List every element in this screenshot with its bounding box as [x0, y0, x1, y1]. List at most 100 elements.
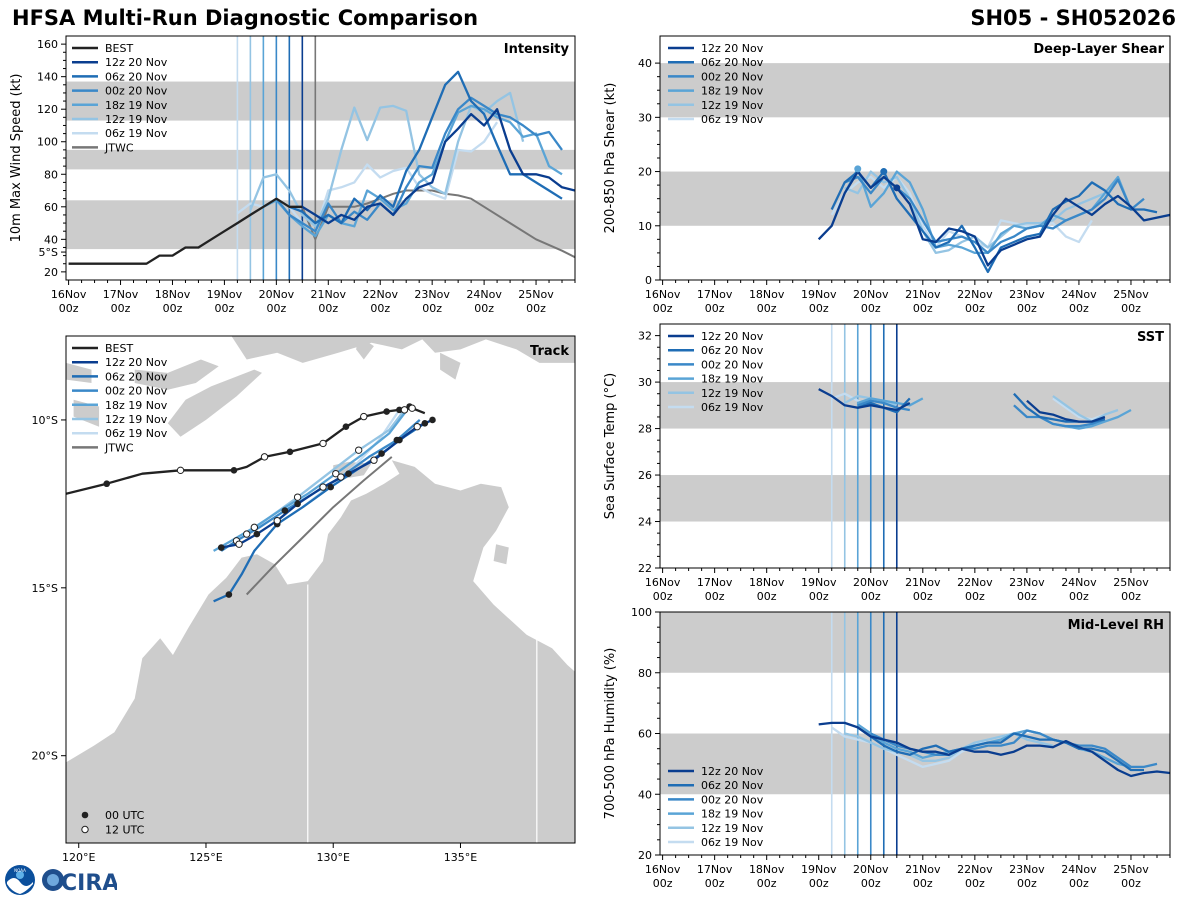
- sst-ytick-label: 22: [638, 562, 652, 575]
- shear-band-1: [660, 63, 1170, 118]
- track-point-00utc: [327, 483, 334, 491]
- intensity-ytick-label: 120: [37, 103, 58, 116]
- australia-landmass: [66, 460, 575, 843]
- sst-legend-label: 12z 19 Nov: [701, 387, 764, 400]
- track-xtick-label: 130°E: [316, 851, 349, 864]
- sst-xtick-label: 25Nov: [1113, 576, 1149, 589]
- shear-xtick-label-hour: 00z: [809, 302, 829, 315]
- track-point-12utc: [293, 493, 302, 501]
- intensity-series-line: [275, 96, 563, 233]
- shear-xtick-label: 19Nov: [801, 288, 837, 301]
- page-title: HFSA Multi-Run Diagnostic Comparison: [12, 6, 479, 30]
- track-point-12utc: [400, 406, 409, 414]
- track-panel: 120°E 125°E 130°E 135°E 5°S 10°S 15°S 20°S Track…: [32, 246, 576, 864]
- track-xtick-label: 135°E: [444, 851, 477, 864]
- rh-ytick-label: 80: [638, 667, 652, 680]
- intensity-ytick-label: 60: [44, 201, 58, 214]
- agency-logos: NOAA CIRA: [4, 864, 117, 896]
- shear-xtick-label: 17Nov: [697, 288, 733, 301]
- intensity-xtick-label-hour: 00z: [215, 302, 235, 315]
- intensity-legend-label: JTWC: [104, 141, 134, 154]
- marker-legend-label: 12 UTC: [105, 824, 145, 837]
- shear-xtick-label: 25Nov: [1113, 288, 1149, 301]
- intensity-legend-label: 18z 19 Nov: [105, 99, 168, 112]
- rh-xtick-label: 19Nov: [801, 863, 837, 876]
- intensity-xtick-label: 16Nov: [51, 288, 87, 301]
- intensity-legend-label: BEST: [105, 42, 133, 55]
- intensity-series-line: [68, 197, 303, 265]
- track-legend-label: 06z 19 Nov: [105, 427, 168, 440]
- intensity-legend-label: 12z 19 Nov: [105, 113, 168, 126]
- shear-xtick-label-hour: 00z: [705, 302, 725, 315]
- rh-ytick-label: 100: [631, 606, 652, 619]
- track-point-00utc: [253, 530, 261, 538]
- rh-panel: 2040608010016Nov00z17Nov00z18Nov00z19Nov…: [603, 606, 1171, 890]
- sst-xtick-label-hour: 00z: [1017, 590, 1037, 603]
- shear-legend-label: 18z 19 Nov: [701, 85, 764, 98]
- rh-xtick-label-hour: 00z: [861, 877, 881, 890]
- sst-xtick-label-hour: 00z: [1069, 590, 1089, 603]
- sst-legend-label: 12z 20 Nov: [701, 330, 764, 343]
- track-xtick-label: 120°E: [62, 851, 95, 864]
- track-point-00utc: [383, 408, 390, 415]
- rh-series-line: [857, 726, 1144, 772]
- track-legend-label: BEST: [105, 342, 133, 355]
- intensity-ytick-label: 100: [37, 136, 58, 149]
- shear-xtick-label-hour: 00z: [1069, 302, 1089, 315]
- shear-series-line: [830, 170, 1158, 274]
- rh-ytick-label: 20: [638, 849, 652, 862]
- flores-landmass: [134, 359, 219, 390]
- intensity-ytick-label: 80: [44, 168, 58, 181]
- sst-xtick-label: 18Nov: [749, 576, 785, 589]
- shear-ytick-label: 30: [638, 111, 652, 124]
- sst-ytick-label: 26: [638, 469, 652, 482]
- rh-xtick-label: 20Nov: [853, 863, 889, 876]
- track-point-00utc: [294, 500, 301, 508]
- track-legend-label: 00z 20 Nov: [105, 385, 168, 398]
- intensity-xtick-label: 21Nov: [311, 288, 347, 301]
- sst-panel-label: SST: [1137, 330, 1164, 345]
- track-legend-label: 12z 20 Nov: [105, 356, 168, 369]
- sst-xtick-label: 20Nov: [853, 576, 889, 589]
- intensity-xtick-label-hour: 00z: [59, 302, 79, 315]
- intensity-xtick-label-hour: 00z: [111, 302, 131, 315]
- marker-legend-label: 00 UTC: [105, 809, 145, 822]
- sst-ylabel: Sea Surface Temp (°C): [603, 373, 618, 520]
- shear-legend-label: 06z 20 Nov: [701, 56, 764, 69]
- intensity-xtick-label-hour: 00z: [266, 302, 286, 315]
- track-point-12utc: [337, 473, 345, 481]
- intensity-xtick-label-hour: 00z: [526, 302, 546, 315]
- track-point-12utc: [260, 453, 269, 461]
- sst-xtick-label: 23Nov: [1009, 576, 1045, 589]
- intensity-xtick-label: 22Nov: [362, 288, 398, 301]
- rh-legend-label: 12z 20 Nov: [701, 765, 764, 778]
- intensity-panel: 2040608010012014016016Nov00z17Nov00z18No…: [9, 35, 576, 315]
- intensity-xtick-label-hour: 00z: [474, 302, 494, 315]
- rh-xtick-label: 21Nov: [905, 863, 941, 876]
- rh-xtick-label: 18Nov: [749, 863, 785, 876]
- sst-series-line: [857, 397, 924, 407]
- intensity-xtick-label: 18Nov: [155, 288, 191, 301]
- shear-init-point: [893, 184, 901, 192]
- border-layer: [307, 584, 538, 843]
- intensity-xtick-label: 20Nov: [259, 288, 295, 301]
- shear-legend-label: 12z 19 Nov: [701, 99, 764, 112]
- track-point-12utc: [413, 422, 421, 431]
- track-panel-label: Track: [530, 344, 569, 359]
- sst-xtick-label-hour: 00z: [1121, 590, 1141, 603]
- sst-xtick-label: 16Nov: [645, 576, 681, 589]
- track-point-12utc: [235, 540, 243, 548]
- shear-xtick-label-hour: 00z: [653, 302, 673, 315]
- track-point-12utc: [354, 446, 363, 454]
- shear-xtick-label-hour: 00z: [965, 302, 985, 315]
- track-point-00utc: [396, 436, 403, 444]
- sst-xtick-label: 24Nov: [1061, 576, 1097, 589]
- sst-series-line: [818, 388, 911, 412]
- intensity-xtick-label: 25Nov: [518, 288, 554, 301]
- land-layer: [66, 336, 575, 843]
- aru-landmass: [440, 352, 461, 380]
- track-legend-label: 18z 19 Nov: [105, 399, 168, 412]
